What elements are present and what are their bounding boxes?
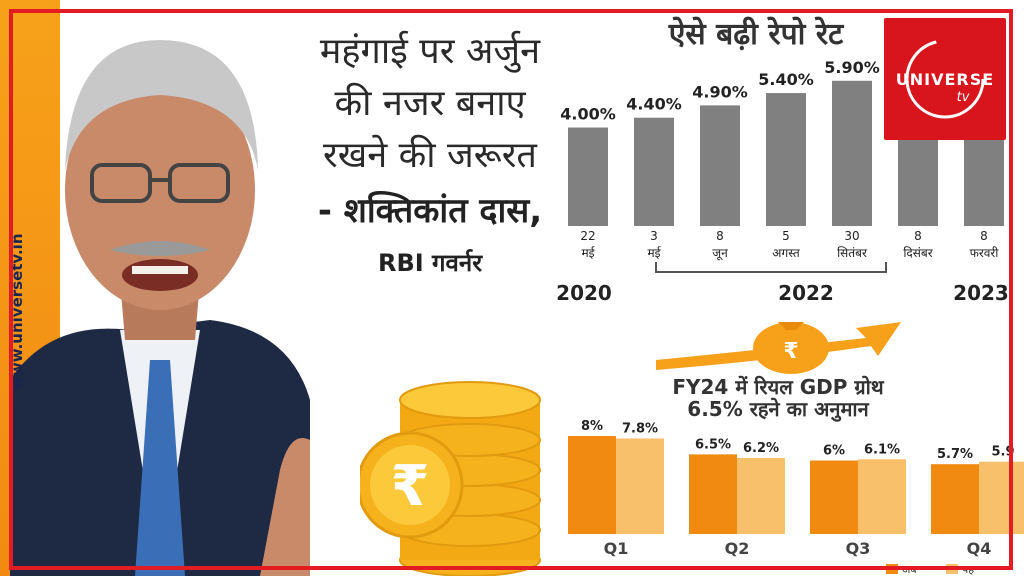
repo-month-label-6: फरवरी — [970, 246, 1000, 260]
gdp-growth-chart: ₹ FY24 में रियल GDP ग्रोथ 6.5% रहने का अ… — [568, 322, 1024, 576]
gdp-bar-0-1 — [616, 438, 664, 534]
repo-day-label-3: 5 — [782, 229, 790, 243]
rising-arrow-icon — [656, 322, 901, 370]
legend-swatch-1 — [886, 564, 898, 574]
gdp-bar-3-0 — [931, 464, 979, 534]
repo-value-label-2: 4.90% — [692, 82, 748, 101]
gdp-value-label-3-0: 5.7% — [937, 447, 973, 462]
gdp-chart-subtitle: 6.5% रहने का अनुमान — [687, 397, 869, 422]
repo-month-label-4: सितंबर — [837, 246, 868, 260]
repo-day-label-1: 3 — [650, 229, 658, 243]
quote-speaker: - शक्तिकांत दास, — [317, 191, 543, 231]
brand-name: UNIVERSE — [895, 70, 995, 89]
gdp-category-label-2: Q3 — [846, 539, 871, 558]
gdp-bar-1-0 — [689, 454, 737, 534]
photo-area: www.universetv.in महंगाई पर अर्जुन की नज… — [0, 0, 560, 576]
quote-line-1: महंगाई पर अर्जुन — [319, 31, 541, 72]
gdp-value-label-2-0: 6% — [823, 444, 845, 459]
quote-line-3: रखने की जरूरत — [323, 135, 537, 176]
repo-day-label-4: 30 — [844, 229, 859, 243]
repo-day-label-6: 8 — [980, 229, 988, 243]
gdp-value-label-0-1: 7.8% — [622, 421, 658, 436]
legend-label-2: पह — [962, 563, 974, 576]
gdp-bar-2-1 — [858, 459, 906, 534]
quote-line-2: की नजर बनाए — [334, 83, 526, 124]
gdp-category-label-1: Q2 — [725, 539, 750, 558]
repo-bar-0 — [568, 127, 608, 226]
governor-photo — [10, 40, 310, 576]
repo-day-label-2: 8 — [716, 229, 724, 243]
repo-month-label-2: जून — [712, 246, 728, 261]
repo-year-label-2: 2023 — [953, 281, 1009, 305]
money-bag-icon: ₹ — [753, 322, 829, 374]
gdp-bar-0-0 — [568, 436, 616, 534]
repo-bar-1 — [634, 117, 674, 226]
gdp-value-label-1-0: 6.5% — [695, 437, 731, 452]
repo-bar-2 — [700, 105, 740, 226]
gdp-value-label-2-1: 6.1% — [864, 442, 900, 457]
legend-label-1: अब — [902, 563, 917, 576]
repo-value-label-4: 5.90% — [824, 58, 880, 77]
repo-chart-title: ऐसे बढ़ी रेपो रेट — [668, 16, 845, 52]
repo-bar-3 — [766, 93, 806, 226]
repo-month-label-1: मई — [647, 246, 661, 260]
quote-block: महंगाई पर अर्जुन की नजर बनाए रखने की जरू… — [300, 26, 560, 286]
brand-tv: tv — [956, 90, 970, 105]
repo-month-label-3: अगस्त — [772, 246, 801, 260]
legend-swatch-2 — [946, 564, 958, 574]
website-url: www.universetv.in — [8, 233, 26, 390]
gdp-category-label-3: Q4 — [967, 539, 992, 558]
quote-role: RBI गवर्नर — [377, 249, 483, 277]
repo-bar-4 — [832, 80, 872, 227]
repo-day-label-0: 22 — [580, 229, 595, 243]
gdp-category-label-0: Q1 — [604, 539, 629, 558]
gdp-bar-3-1 — [979, 461, 1024, 534]
repo-value-label-1: 4.40% — [626, 95, 682, 114]
repo-value-label-3: 5.40% — [758, 70, 814, 89]
repo-month-label-5: दिसंबर — [903, 246, 933, 260]
gdp-chart-title: FY24 में रियल GDP ग्रोथ — [672, 375, 884, 399]
gdp-bar-1-1 — [737, 458, 785, 534]
rupee-coin-icon: ₹ — [360, 381, 541, 576]
gdp-value-label-3-1: 5.9 — [991, 445, 1014, 460]
repo-year-label-0: 2020 — [556, 281, 612, 305]
gdp-bar-2-0 — [810, 460, 858, 534]
repo-day-label-5: 8 — [914, 229, 922, 243]
year-bracket — [655, 262, 887, 273]
gdp-value-label-0-0: 8% — [581, 419, 603, 434]
legend: अब पह — [886, 563, 974, 576]
universe-tv-logo: UNIVERSE tv — [884, 18, 1006, 140]
repo-year-label-1: 2022 — [778, 281, 834, 305]
repo-month-label-0: मई — [581, 246, 595, 260]
repo-value-label-0: 4.00% — [560, 105, 616, 124]
svg-text:₹: ₹ — [783, 339, 798, 364]
gdp-value-label-1-1: 6.2% — [743, 441, 779, 456]
svg-text:₹: ₹ — [391, 454, 430, 519]
